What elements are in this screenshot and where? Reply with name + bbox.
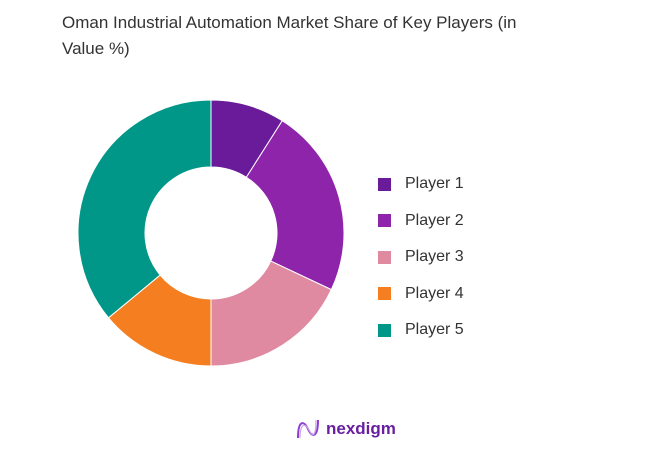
legend-swatch bbox=[378, 323, 391, 337]
legend-label: Player 3 bbox=[405, 248, 464, 266]
legend-label: Player 5 bbox=[405, 321, 464, 339]
logo-text: nexdigm bbox=[326, 419, 396, 438]
legend-item: Player 1 bbox=[378, 166, 464, 203]
chart-title: Oman Industrial Automation Market Share … bbox=[62, 13, 517, 58]
slice-player-2 bbox=[245, 120, 345, 291]
nexdigm-logo-icon bbox=[297, 419, 319, 439]
legend-label: Player 2 bbox=[405, 211, 464, 229]
legend-item: Player 4 bbox=[378, 276, 464, 313]
legend-label: Player 4 bbox=[405, 284, 464, 302]
legend-swatch bbox=[378, 250, 391, 264]
legend-item: Player 2 bbox=[378, 203, 464, 240]
nexdigm-logo: nexdigm bbox=[296, 418, 396, 440]
legend-swatch bbox=[378, 214, 391, 228]
legend-item: Player 5 bbox=[378, 312, 464, 349]
legend-label: Player 1 bbox=[405, 175, 464, 193]
legend-swatch bbox=[378, 177, 391, 191]
legend-swatch bbox=[378, 287, 391, 301]
slice-player-5 bbox=[77, 99, 212, 319]
legend-item: Player 3 bbox=[378, 239, 464, 276]
legend: Player 1 Player 2 Player 3 Player 4 Player 5 bbox=[378, 166, 464, 349]
